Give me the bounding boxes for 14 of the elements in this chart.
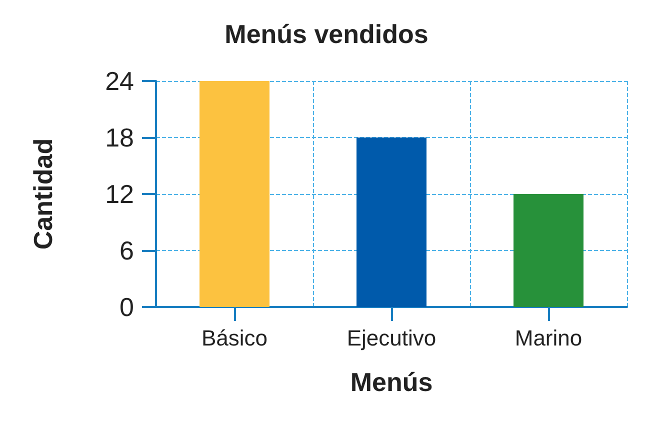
y-tick-label: 24 [105, 66, 134, 96]
y-tick-label: 18 [105, 122, 134, 152]
y-tick-label: 6 [120, 236, 134, 266]
x-tick-label: Ejecutivo [346, 326, 436, 350]
bar [356, 138, 426, 307]
y-tick-label: 0 [120, 292, 134, 322]
chart-title: Menús vendidos [224, 19, 428, 49]
bar [514, 194, 584, 307]
bar [200, 81, 270, 307]
x-axis-title: Menús [350, 367, 433, 397]
x-tick-label: Marino [514, 326, 582, 350]
x-tick-label: Básico [201, 326, 268, 350]
y-axis-title: Cantidad [28, 138, 58, 250]
y-tick-label: 12 [105, 179, 134, 209]
